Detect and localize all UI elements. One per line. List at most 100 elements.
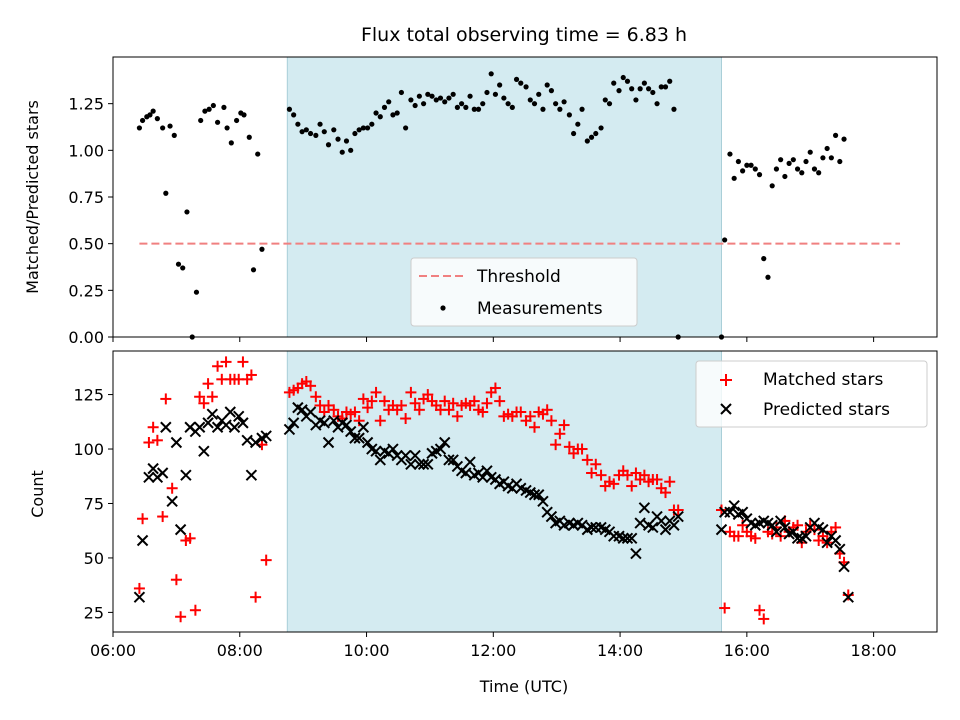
measurement-point [611, 80, 617, 86]
matched-star-point [366, 395, 378, 407]
matched-star-point [143, 436, 155, 448]
matched-star-point [202, 378, 214, 390]
measurement-point [756, 172, 763, 178]
top-y-axis-label: Matched/Predicted stars [23, 100, 42, 294]
measurement-point [307, 130, 314, 137]
measurement-point [518, 80, 524, 86]
predicted-star-point [296, 404, 308, 416]
predicted-star-point [249, 436, 262, 449]
measurement-point [803, 158, 809, 165]
measurement-point [492, 91, 499, 97]
measurement-point [488, 71, 494, 77]
measurement-point [136, 125, 143, 131]
predicted-star-point [174, 523, 187, 536]
measurement-point [641, 80, 647, 86]
measurement-point [505, 101, 511, 107]
measurement-point [662, 84, 669, 90]
predicted-star-point [821, 536, 833, 549]
predicted-star-point [413, 458, 426, 470]
measurement-point [782, 173, 788, 180]
matched-star-point [529, 421, 541, 433]
predicted-star-point [617, 532, 629, 545]
matched-star-point [443, 404, 455, 416]
predicted-star-point [779, 521, 791, 534]
predicted-star-point [228, 421, 241, 433]
measurement-point [769, 183, 775, 189]
measurement-point [544, 82, 550, 88]
measurement-point [484, 89, 490, 96]
measurement-point [450, 91, 456, 97]
predicted-star-point [202, 417, 214, 429]
matched-star-point [206, 391, 218, 403]
bottom-x-ticks: 06:00 08:00 10:00 12:00 14:00 16:00 18:00 [90, 632, 897, 660]
measurement-point [224, 125, 230, 131]
measurement-point [390, 112, 396, 118]
predicted-star-point [736, 506, 749, 518]
measurement-point [442, 99, 448, 105]
measurement-point [735, 158, 741, 165]
matched-star-point [554, 428, 566, 440]
matched-star-point [413, 404, 425, 416]
predicted-star-point [180, 469, 192, 481]
measurement-point [446, 95, 452, 101]
matched-star-point [494, 395, 506, 407]
predicted-star-point [136, 534, 149, 547]
bottom-observation-span [286, 350, 722, 633]
measurement-point [317, 121, 323, 127]
matched-star-point [664, 476, 676, 488]
matched-star-point [558, 419, 570, 431]
threshold-legend-label: Threshold [476, 267, 561, 287]
matched-star-point [550, 439, 562, 451]
bottom-legend: Matched stars Predicted stars [695, 360, 928, 428]
predicted-star-point [417, 458, 430, 470]
measurement-point [616, 88, 622, 94]
predicted-star-point [287, 417, 300, 429]
measurement-point [386, 99, 392, 105]
measurement-point [291, 112, 297, 118]
predicted-star-point [481, 465, 493, 477]
measurement-point [154, 116, 160, 122]
predicted-star-point [528, 489, 541, 501]
matched-star-point [660, 487, 672, 499]
predicted-star-point [545, 510, 558, 523]
measurement-point [588, 134, 595, 140]
measurement-point [497, 82, 503, 88]
bottom-axes-frame [112, 350, 938, 633]
matched-star-point [590, 458, 602, 470]
measurement-point [246, 134, 252, 140]
matched-star-point [563, 441, 575, 453]
predicted-star-point [668, 519, 680, 531]
measurement-point [536, 91, 542, 97]
measurement-point [654, 101, 660, 107]
matched-star-point [447, 397, 459, 409]
predicted-star-point [434, 443, 447, 455]
matched-star-point [842, 589, 854, 601]
measurement-point [748, 162, 754, 168]
measurement-point [650, 89, 656, 96]
predicted-star-point [460, 467, 472, 479]
predicted-star-point [370, 445, 382, 457]
bottom-y-ticks: 25 50 75 100 125 [73, 386, 113, 622]
predicted-star-point [405, 458, 417, 470]
matched-star-point [754, 604, 766, 616]
predicted-star-point [387, 443, 399, 455]
measurement-point [313, 132, 319, 138]
measurement-point [637, 86, 643, 92]
matched-star-point [581, 454, 593, 466]
matched-star-point [626, 480, 638, 492]
matched-star-point [515, 406, 527, 418]
predicted-star-point [439, 436, 451, 449]
measurement-point [761, 256, 767, 262]
predicted-star-point [156, 467, 169, 479]
measurement-point [811, 166, 818, 172]
predicted-star-point [838, 560, 850, 573]
matched-star-point [545, 415, 557, 427]
measurement-point [163, 190, 169, 196]
matched-star-point [758, 613, 770, 625]
measurement-point [398, 89, 404, 96]
predicted-star-point [659, 523, 672, 536]
matched-star-point [175, 611, 187, 623]
measurement-point [575, 121, 581, 127]
measurement-point [727, 151, 733, 157]
measurement-point [206, 106, 212, 112]
